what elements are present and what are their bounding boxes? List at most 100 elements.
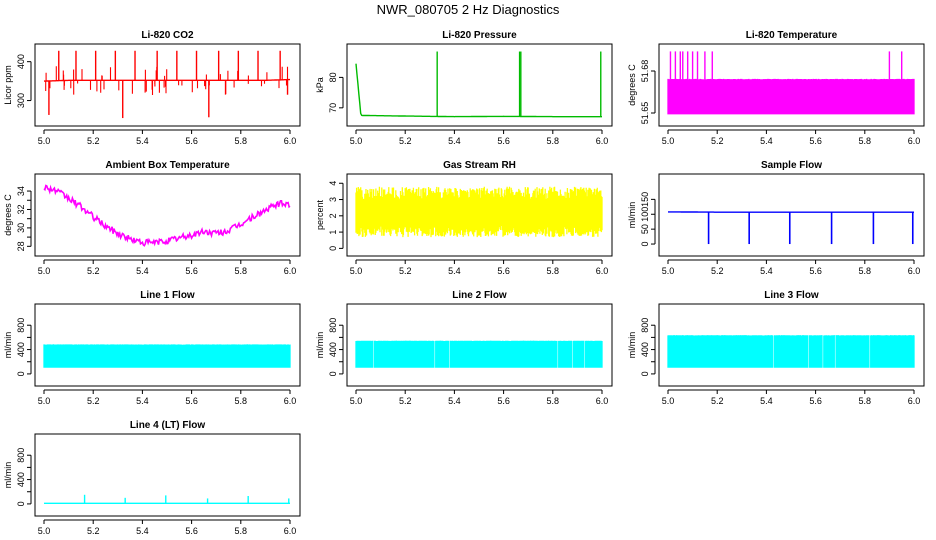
y-tick-label: 30 <box>16 223 26 233</box>
x-tick-label: 5.6 <box>185 266 198 276</box>
y-axis-label: ml/min <box>627 202 637 229</box>
x-tick-label: 6.0 <box>284 266 297 276</box>
panel-title: Line 1 Flow <box>140 290 195 301</box>
x-tick-label: 5.8 <box>547 266 560 276</box>
y-tick-label: 50 <box>640 224 650 234</box>
x-tick-label: 5.4 <box>760 136 773 146</box>
plot-frame <box>658 43 925 127</box>
y-axis: 0 1 2 3 4 <box>328 181 344 251</box>
y-axis: 70 80 <box>328 72 344 113</box>
x-tick-label: 6.0 <box>908 266 921 276</box>
y-tick-label: 0 <box>16 501 26 506</box>
panel-line1: Line 1 Flow 5.0 5.2 5.4 5.6 5.8 6.0 0 400 800ml/m… <box>3 290 301 406</box>
x-tick-label: 5.0 <box>38 526 51 536</box>
x-tick-label: 6.0 <box>908 136 921 146</box>
panel-rh: Gas Stream RH 5.0 5.2 5.4 5.6 5.8 6.0 0 1 2 3 4 perc… <box>315 160 613 276</box>
series-line-ambient-0 <box>43 184 291 247</box>
y-tick-label: 3 <box>328 197 338 202</box>
y-tick-label: 0 <box>16 371 26 376</box>
panel-title: Li-820 Pressure <box>442 30 517 41</box>
panel-line4: Line 4 (LT) Flow 5.0 5.2 5.4 5.6 5.8 6.0 0 400 80… <box>3 420 301 536</box>
y-axis-label: degrees C <box>3 194 13 236</box>
y-axis-label: kPa <box>315 77 325 93</box>
x-tick-label: 6.0 <box>908 396 921 406</box>
band-rh <box>355 186 603 238</box>
x-axis: 5.0 5.2 5.4 5.6 5.8 6.0 <box>662 129 921 146</box>
panel-title: Gas Stream RH <box>443 160 516 171</box>
y-tick-label: 400 <box>640 342 650 357</box>
panel-title: Li-820 CO2 <box>141 30 194 41</box>
x-axis: 5.0 5.2 5.4 5.6 5.8 6.0 <box>350 129 608 146</box>
x-tick-label: 6.0 <box>596 266 609 276</box>
panel-ambient: Ambient Box Temperature 5.0 5.2 5.4 5.6 5.8 6.… <box>3 160 301 276</box>
y-tick-label: 800 <box>640 318 650 333</box>
plot-frame <box>346 43 613 127</box>
y-axis: 0 400 800 <box>640 318 656 376</box>
x-tick-label: 5.4 <box>448 396 461 406</box>
panel-sample: Sample Flow 5.0 5.2 5.4 5.6 5.8 6.0 0 50 100150ml… <box>627 160 925 276</box>
y-axis: 28 30 32 34 <box>16 186 32 251</box>
x-tick-label: 5.0 <box>662 136 675 146</box>
y-tick-label: 70 <box>328 103 338 113</box>
x-tick-label: 5.4 <box>760 266 773 276</box>
y-tick-label: 34 <box>16 186 26 196</box>
y-tick-label: 51.65 <box>640 102 650 125</box>
y-axis-label: percent <box>315 199 325 230</box>
y-tick-label: 28 <box>16 241 26 251</box>
plot-frame <box>34 173 301 257</box>
x-tick-label: 5.0 <box>350 266 363 276</box>
x-tick-label: 5.6 <box>185 136 198 146</box>
plot-frame <box>34 433 301 517</box>
x-tick-label: 5.2 <box>399 266 412 276</box>
y-tick-label: 400 <box>328 342 338 357</box>
x-tick-label: 5.8 <box>235 136 248 146</box>
y-tick-label: 1 <box>328 230 338 235</box>
band-line1 <box>43 344 291 368</box>
x-tick-label: 5.6 <box>185 526 198 536</box>
y-tick-label: 800 <box>328 318 338 333</box>
x-tick-label: 5.6 <box>809 136 822 146</box>
y-tick-label: 400 <box>16 472 26 487</box>
x-tick-label: 5.2 <box>711 266 724 276</box>
y-tick-label: 80 <box>328 72 338 82</box>
x-tick-label: 5.0 <box>662 396 675 406</box>
y-axis-label: ml/min <box>627 332 637 359</box>
x-tick-label: 5.0 <box>350 396 363 406</box>
panel-temp820: Li-820 Temperature 5.0 5.2 5.4 5.6 5.8 6.0 51.6… <box>627 30 925 146</box>
band-temp820 <box>667 78 915 115</box>
y-axis: 0 400 800 <box>16 318 32 376</box>
x-tick-label: 5.0 <box>350 136 363 146</box>
x-tick-label: 6.0 <box>596 396 609 406</box>
x-tick-label: 5.0 <box>38 396 51 406</box>
x-tick-label: 5.4 <box>448 136 461 146</box>
series-line2 <box>355 340 603 368</box>
y-tick-label: 51.68 <box>640 60 650 83</box>
series-temp820 <box>667 51 915 115</box>
x-tick-label: 5.8 <box>859 396 872 406</box>
y-axis-label: degrees C <box>627 64 637 106</box>
panel-line2: Line 2 Flow 5.0 5.2 5.4 5.6 5.8 6.0 0 400 800ml/m… <box>315 290 613 406</box>
x-tick-label: 5.2 <box>87 396 100 406</box>
y-tick-label: 400 <box>16 54 26 69</box>
y-tick-label: 4 <box>328 181 338 186</box>
plot-frame <box>34 43 301 127</box>
x-axis: 5.0 5.2 5.4 5.6 5.8 6.0 <box>662 389 921 406</box>
series-line3 <box>667 335 915 368</box>
series-line-pressure-0 <box>355 63 602 118</box>
y-axis: 300 400 <box>16 54 32 108</box>
plot-frame <box>34 303 301 387</box>
series-pressure <box>355 51 602 118</box>
series-ambient <box>43 184 291 247</box>
y-axis: 0 400 800 <box>16 448 32 506</box>
x-tick-label: 5.0 <box>662 266 675 276</box>
panel-co2: Li-820 CO2 5.0 5.2 5.4 5.6 5.8 6.0 300 400Licor … <box>3 30 301 146</box>
x-tick-label: 5.4 <box>136 266 149 276</box>
y-tick-label: 100 <box>640 207 650 222</box>
x-tick-label: 6.0 <box>284 396 297 406</box>
y-axis-label: ml/min <box>315 332 325 359</box>
x-tick-label: 5.8 <box>547 136 560 146</box>
band-line3 <box>667 335 915 368</box>
